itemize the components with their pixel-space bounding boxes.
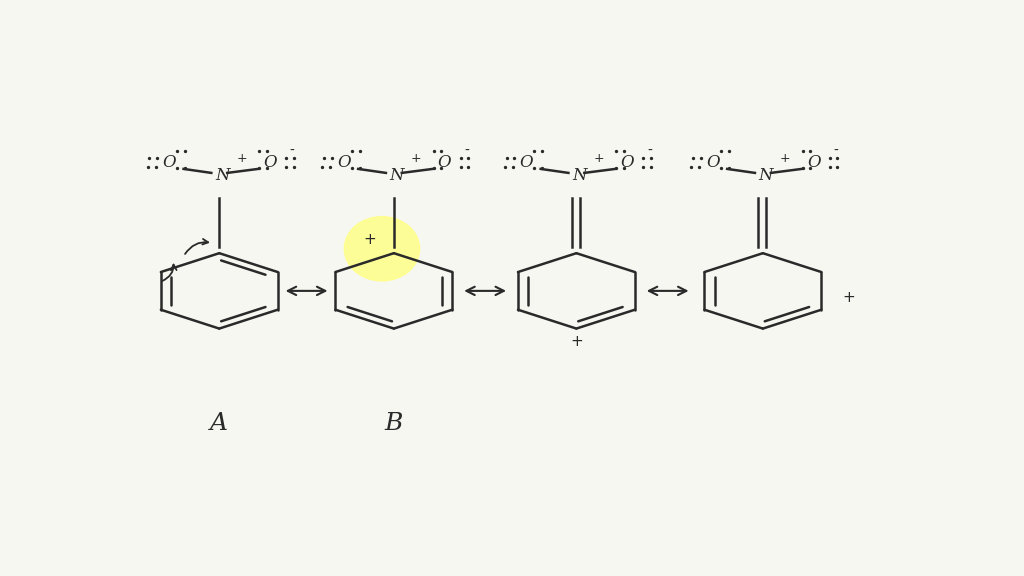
Text: +: + [593, 152, 604, 165]
Text: N: N [390, 167, 404, 184]
Text: +: + [842, 290, 855, 305]
Text: O: O [438, 154, 452, 170]
Text: O: O [807, 154, 820, 170]
Text: O: O [337, 154, 350, 170]
Text: +: + [364, 232, 377, 247]
Text: O: O [707, 154, 720, 170]
Text: N: N [759, 167, 773, 184]
Text: O: O [519, 154, 534, 170]
Text: N: N [572, 167, 587, 184]
Text: +: + [237, 152, 247, 165]
Text: O: O [263, 154, 276, 170]
Text: -: - [647, 144, 652, 158]
Text: +: + [780, 152, 791, 165]
Text: A: A [210, 412, 228, 435]
FancyArrowPatch shape [185, 239, 208, 254]
Text: N: N [215, 167, 229, 184]
Text: +: + [570, 335, 583, 350]
Text: +: + [411, 152, 422, 165]
Ellipse shape [344, 217, 420, 281]
Text: -: - [290, 144, 295, 158]
Text: O: O [621, 154, 634, 170]
Text: B: B [385, 412, 403, 435]
FancyArrowPatch shape [163, 264, 176, 281]
Text: -: - [834, 144, 839, 158]
Text: -: - [465, 144, 469, 158]
Text: O: O [163, 154, 176, 170]
